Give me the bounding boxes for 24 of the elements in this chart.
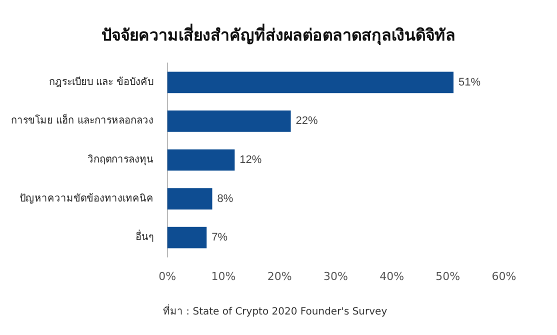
chart-title: ปัจจัยความเสี่ยงสำคัญที่ส่งผลต่อตลาดสกุลเงินดิจิทัล <box>102 24 456 46</box>
data-label: 51% <box>458 76 481 88</box>
data-label: 12% <box>240 154 262 166</box>
bar <box>167 72 454 94</box>
x-tick-label: 60% <box>492 270 516 283</box>
y-tick-label: วิกฤตการลงทุน <box>87 154 154 166</box>
data-label: 8% <box>217 192 234 205</box>
data-label: 7% <box>212 232 228 244</box>
bar <box>167 149 235 171</box>
data-label: 22% <box>296 115 318 128</box>
y-tick-label: การขโมย แฮ็ก และการหลอกลวง <box>11 112 154 127</box>
y-tick-label: กฎระเบียบ และ ข้อบังคับ <box>49 76 154 88</box>
bar <box>167 188 212 210</box>
text: ที่มา : State of Crypto 2020 Founder's Survey <box>163 304 388 318</box>
x-tick-label: 40% <box>380 270 404 283</box>
x-tick-label: 20% <box>267 270 292 283</box>
x-tick-label: 0% <box>158 270 176 283</box>
bar <box>167 110 291 132</box>
x-tick-label: 10% <box>211 270 236 283</box>
x-tick-label: 30% <box>323 270 348 283</box>
x-tick-label: 50% <box>436 270 460 283</box>
y-tick-label: ปัญหาความขัดข้องทางเทคนิค <box>19 192 154 204</box>
bar <box>167 226 207 248</box>
y-tick-label: อื่นๆ <box>135 229 154 244</box>
